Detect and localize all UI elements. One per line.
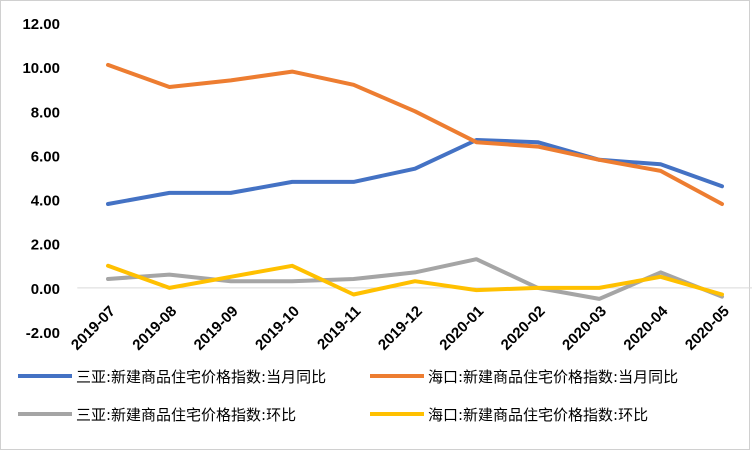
legend: 三亚:新建商品住宅价格指数:当月同比 海口:新建商品住宅价格指数:当月同比三亚:新… bbox=[18, 368, 678, 424]
y-tick-label: 6.00 bbox=[31, 148, 60, 165]
x-tick-label: 2020-04 bbox=[620, 302, 671, 353]
x-tick-label: 2020-02 bbox=[498, 303, 549, 354]
series-line-2 bbox=[106, 62, 724, 206]
x-tick-label: 2019-10 bbox=[252, 303, 303, 354]
x-tick-label: 2019-09 bbox=[191, 303, 242, 354]
y-tick-label: 0.00 bbox=[31, 281, 60, 298]
x-tick-label: 2020-03 bbox=[559, 303, 610, 354]
y-tick-label: 4.00 bbox=[31, 193, 60, 210]
x-tick-label: 2019-08 bbox=[129, 303, 180, 354]
x-axis-tick-labels: 2019-07 2019-08 2019-09 2019-10 2019-11 2019-… bbox=[68, 302, 733, 353]
x-tick-label: 2019-07 bbox=[68, 303, 119, 354]
x-tick-label: 2020-01 bbox=[436, 303, 487, 354]
series-line-4 bbox=[106, 263, 724, 297]
y-tick-label: 10.00 bbox=[22, 60, 60, 77]
legend-label-2: 海口:新建商品住宅价格指数:当月同比 bbox=[428, 368, 678, 386]
series-lines bbox=[106, 62, 724, 301]
y-axis-tick-labels: -2.00 0.00 2.00 4.00 6.00 8.00 10.00 12.00 bbox=[22, 16, 60, 342]
x-tick-label: 2019-12 bbox=[375, 303, 426, 354]
y-tick-label: 2.00 bbox=[31, 237, 60, 254]
series-line-3 bbox=[106, 257, 724, 301]
x-tick-label: 2020-05 bbox=[682, 303, 733, 354]
y-tick-label: -2.00 bbox=[26, 325, 60, 342]
legend-label-3: 三亚:新建商品住宅价格指数:环比 bbox=[76, 406, 296, 424]
legend-label-4: 海口:新建商品住宅价格指数:环比 bbox=[428, 406, 648, 424]
y-tick-label: 8.00 bbox=[31, 104, 60, 121]
series-line-1 bbox=[106, 138, 724, 206]
y-tick-label: 12.00 bbox=[22, 16, 60, 33]
x-tick-label: 2019-11 bbox=[314, 303, 364, 353]
legend-label-1: 三亚:新建商品住宅价格指数:当月同比 bbox=[76, 368, 326, 386]
